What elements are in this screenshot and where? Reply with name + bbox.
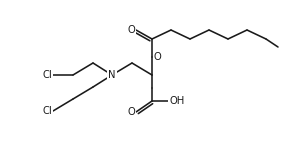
Text: Cl: Cl — [42, 70, 52, 80]
Text: O: O — [154, 52, 162, 62]
Text: Cl: Cl — [42, 106, 52, 116]
Text: N: N — [108, 70, 116, 80]
Text: OH: OH — [169, 96, 184, 106]
Text: O: O — [127, 25, 135, 35]
Text: O: O — [127, 107, 135, 117]
